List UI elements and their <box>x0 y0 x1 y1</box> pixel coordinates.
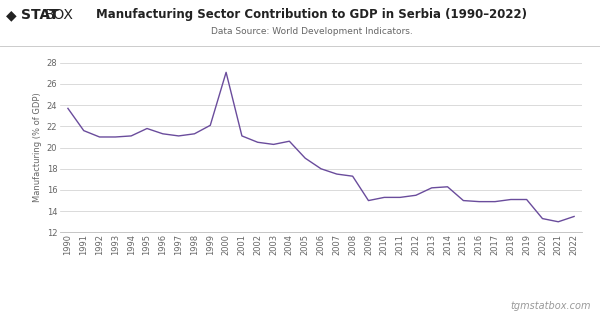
Text: STAT: STAT <box>21 8 59 22</box>
Text: Data Source: World Development Indicators.: Data Source: World Development Indicator… <box>211 27 413 36</box>
Text: BOX: BOX <box>45 8 74 22</box>
Text: tgmstatbox.com: tgmstatbox.com <box>511 301 591 311</box>
Text: ◆: ◆ <box>6 8 17 22</box>
Y-axis label: Manufacturing (% of GDP): Manufacturing (% of GDP) <box>34 93 43 203</box>
Text: Manufacturing Sector Contribution to GDP in Serbia (1990–2022): Manufacturing Sector Contribution to GDP… <box>97 8 527 21</box>
